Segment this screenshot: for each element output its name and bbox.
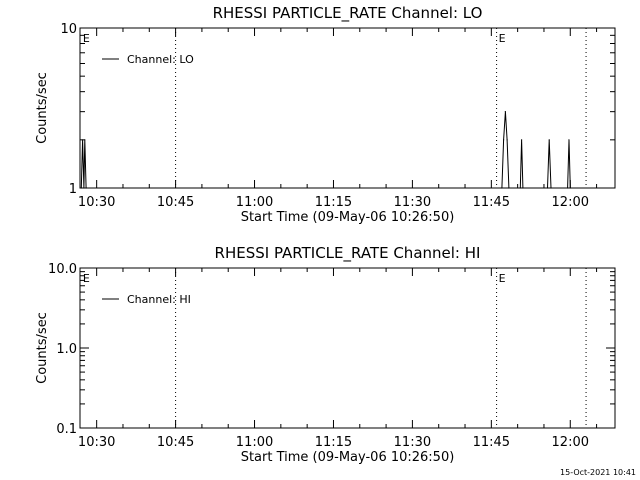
chart-title: RHESSI PARTICLE_RATE Channel: LO: [213, 4, 483, 23]
x-tick-label: 11:30: [394, 435, 431, 450]
panel-lo: RHESSI PARTICLE_RATE Channel: LO 1 10 Count…: [35, 4, 616, 225]
x-tick-label: 10:30: [78, 195, 115, 210]
legend-label: Channel: HI: [127, 293, 191, 306]
data-point: [85, 187, 87, 189]
y-axis-label: Counts/sec: [35, 312, 50, 384]
x-tick-label: 12:00: [552, 195, 589, 210]
event-marker: E: [499, 32, 506, 45]
x-tick-label: 10:45: [157, 435, 194, 450]
x-axis-label: Start Time (09-May-06 10:26:50): [241, 450, 455, 465]
x-tick-label: 11:30: [394, 195, 431, 210]
data-point: [84, 139, 86, 141]
x-tick-label: 11:45: [473, 435, 510, 450]
x-tick-label: 12:00: [552, 435, 589, 450]
x-axis-label: Start Time (09-May-06 10:26:50): [241, 210, 455, 225]
data-point: [80, 187, 82, 189]
data-point: [519, 187, 521, 189]
panel-hi: RHESSI PARTICLE_RATE Channel: HI 0.1 1.0 10…: [35, 244, 616, 465]
y-axis-label: Counts/sec: [35, 72, 50, 144]
x-tick-label: 10:45: [157, 195, 194, 210]
data-point: [503, 139, 505, 141]
data-point: [520, 139, 523, 141]
x-tick-label: 11:00: [236, 435, 273, 450]
data-point: [506, 139, 508, 141]
x-tick-label: 10:30: [78, 435, 115, 450]
y-tick-label: 1.0: [56, 342, 77, 357]
data-point: [548, 139, 550, 141]
x-tick-label: 11:15: [315, 435, 352, 450]
y-tick-label: 0.1: [56, 422, 77, 437]
data-point: [550, 187, 552, 189]
data-point: [82, 139, 84, 141]
data-point: [569, 187, 571, 189]
legend-label: Channel: LO: [127, 53, 194, 66]
event-marker: E: [499, 272, 506, 285]
data-point: [508, 187, 510, 189]
event-marker: E: [83, 32, 90, 45]
x-tick-label: 11:45: [473, 195, 510, 210]
data-point: [501, 187, 503, 189]
data-point: [504, 111, 506, 113]
x-tick-label: 11:00: [236, 195, 273, 210]
data-point: [83, 187, 85, 189]
data-point: [568, 139, 570, 141]
data-point: [567, 187, 569, 189]
footer-timestamp: 15-Oct-2021 10:41: [560, 468, 636, 477]
y-tick-label: 1: [69, 182, 77, 197]
x-tick-label: 11:15: [315, 195, 352, 210]
event-marker: E: [83, 272, 90, 285]
y-tick-label: 10: [60, 22, 77, 37]
data-point: [522, 187, 524, 189]
y-tick-label: 10.0: [48, 262, 77, 277]
chart-title: RHESSI PARTICLE_RATE Channel: HI: [215, 244, 481, 263]
data-point: [546, 187, 549, 189]
